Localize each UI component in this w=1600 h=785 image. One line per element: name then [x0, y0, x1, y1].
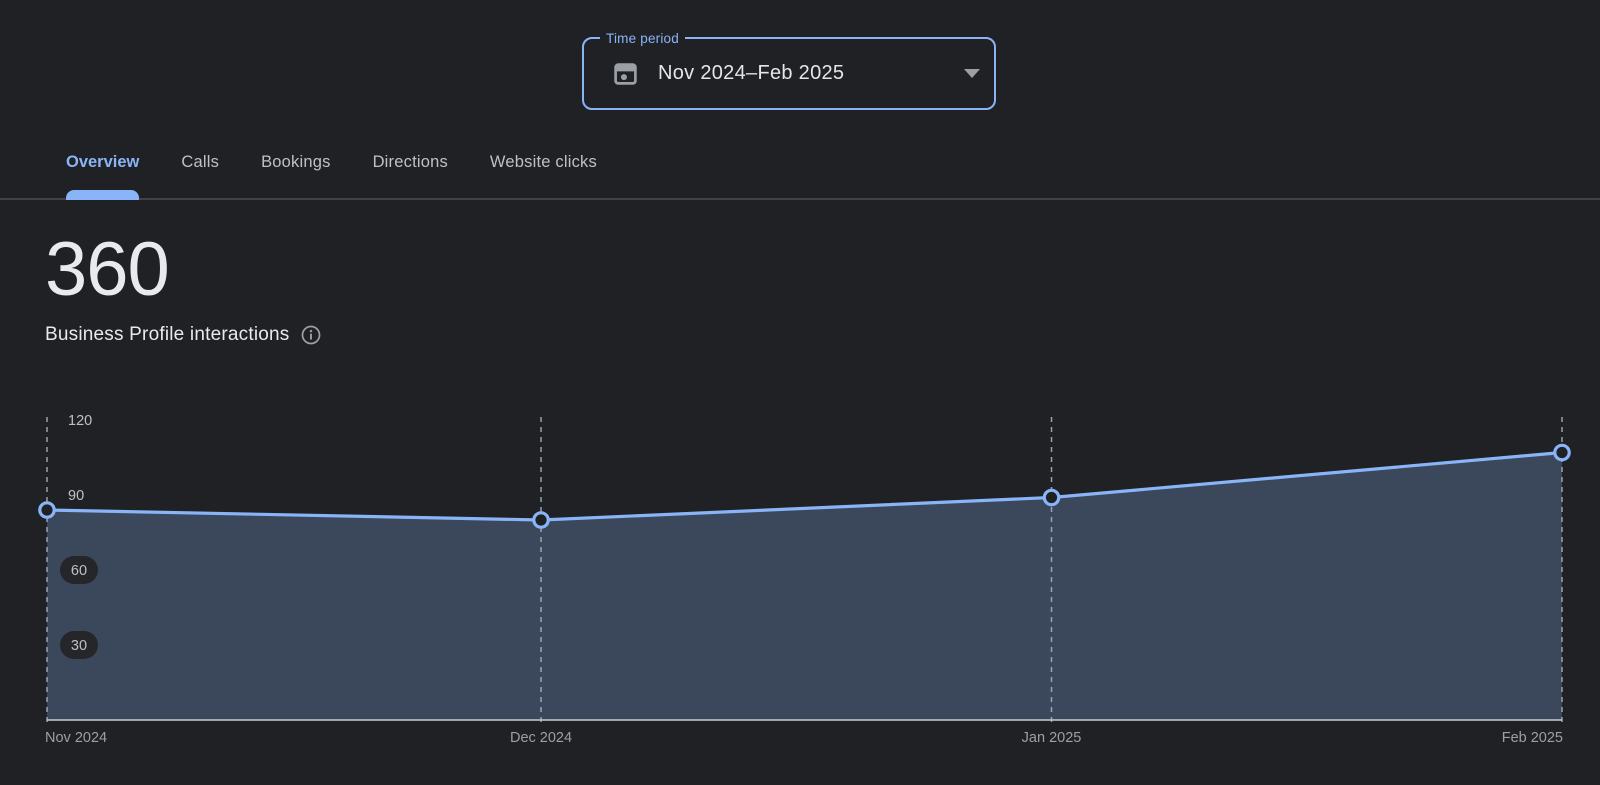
calendar-icon: [614, 63, 637, 85]
x-tick-label-3: Feb 2025: [1502, 730, 1563, 746]
time-period-value: Nov 2024–Feb 2025: [658, 62, 845, 84]
chevron-down-icon: [964, 69, 980, 78]
y-tick-pill: [60, 556, 98, 584]
data-point-feb-2025[interactable]: [1553, 443, 1571, 462]
x-tick-label-2: Jan 2025: [1022, 730, 1082, 746]
tab-overview[interactable]: Overview: [66, 153, 140, 200]
data-point-dec-2024[interactable]: [532, 511, 550, 529]
tab-directions[interactable]: Directions: [372, 153, 448, 171]
info-icon[interactable]: [300, 324, 322, 346]
tab-calls[interactable]: Calls: [181, 153, 220, 171]
interactions-chart-container: 30 60 90 120 Nov 2024 Dec 2024 Jan 2025 Feb 202…: [0, 390, 1600, 770]
metric-label: Business Profile interactions: [45, 324, 290, 345]
area-fill: [47, 452, 1562, 720]
time-period-select[interactable]: Time period Nov 2024–Feb 2025: [582, 29, 996, 110]
data-point-jan-2025[interactable]: [1042, 488, 1061, 507]
y-tick-label: 30: [71, 638, 87, 654]
interactions-chart: 30 60 90 120 Nov 2024 Dec 2024 Jan 2025 Feb 202…: [38, 413, 1571, 746]
time-period-label: Time period: [600, 29, 685, 48]
data-point-nov-2024[interactable]: [38, 501, 56, 519]
series-line: [45, 450, 1564, 522]
y-tick-label: 60: [71, 563, 87, 579]
y-tick-pill: [60, 631, 98, 659]
x-tick-label-0: Nov 2024: [45, 730, 107, 746]
x-tick-label-1: Dec 2024: [510, 730, 572, 746]
tab-bookings[interactable]: Bookings: [261, 153, 331, 171]
interactions-total: 360: [45, 227, 170, 312]
y-tick-label: 120: [68, 413, 92, 429]
tab-website-clicks[interactable]: Website clicks: [489, 153, 597, 171]
metric-caption: Business Profile interactions: [45, 324, 322, 346]
performance-tabbar: Overview Calls Bookings Directions Websi…: [0, 0, 1600, 200]
y-tick-label: 90: [68, 488, 84, 504]
